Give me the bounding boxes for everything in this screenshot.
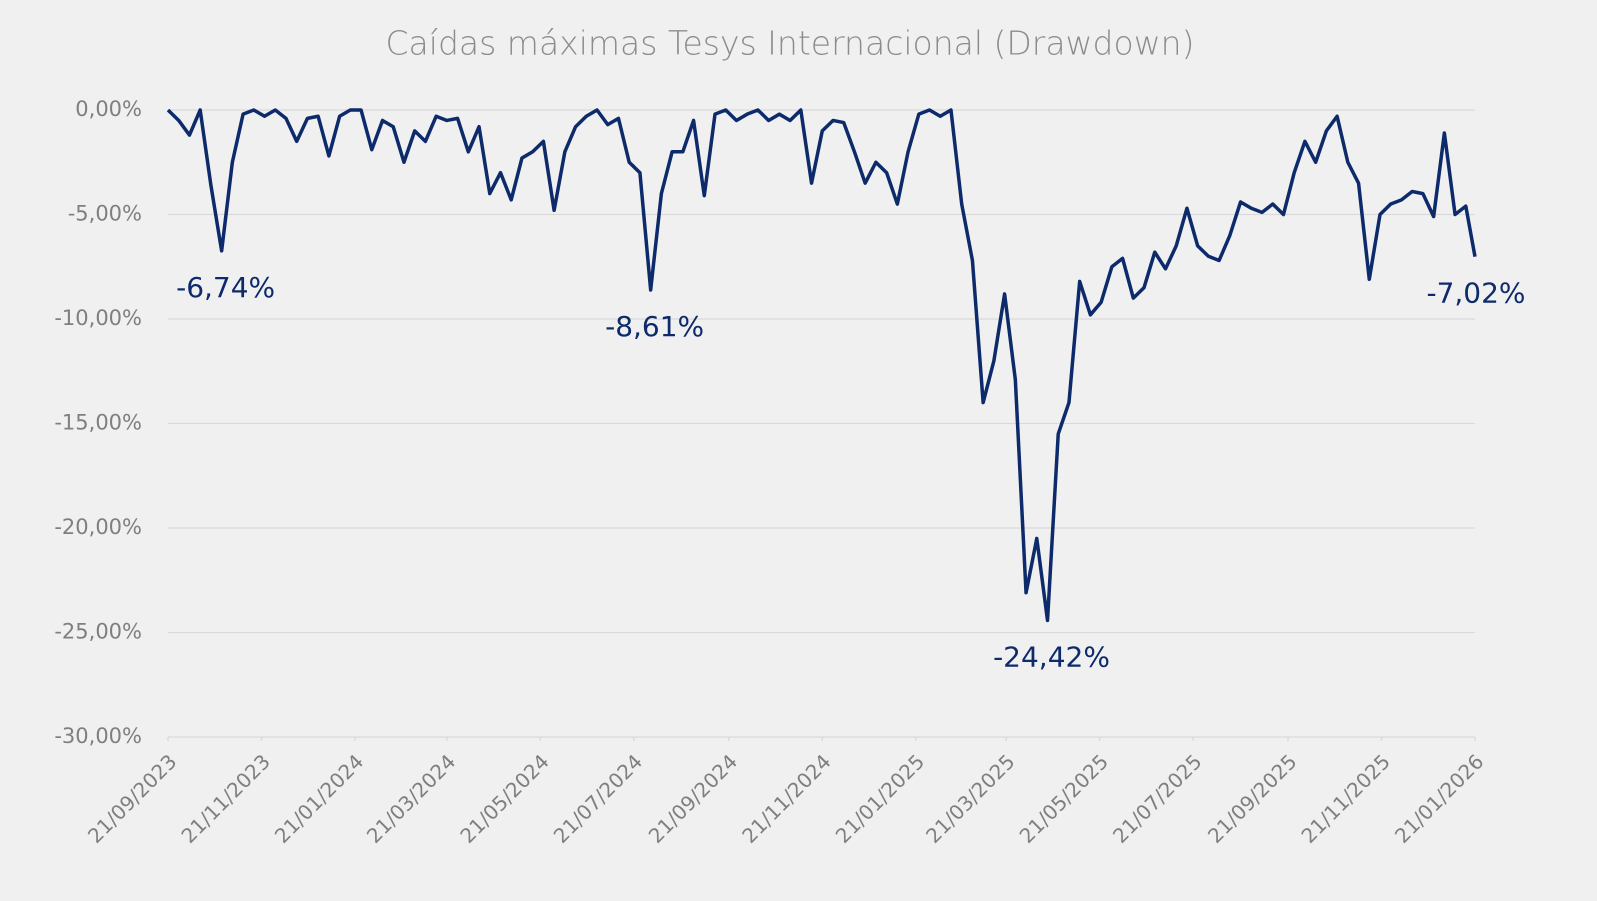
y-tick-label: -5,00%: [68, 202, 142, 226]
data-label: -24,42%: [993, 640, 1110, 673]
y-tick-label: -10,00%: [54, 306, 142, 330]
y-tick-label: -25,00%: [54, 620, 142, 644]
y-tick-label: -30,00%: [54, 724, 142, 748]
data-label: -6,74%: [176, 271, 275, 304]
y-tick-label: 0,00%: [75, 97, 142, 121]
data-label: -7,02%: [1426, 277, 1525, 310]
chart-title: Caídas máximas Tesys Internacional (Draw…: [386, 24, 1195, 63]
drawdown-line: [166, 108, 1477, 623]
data-label: -8,61%: [605, 310, 704, 343]
y-tick-label: -20,00%: [54, 515, 142, 539]
y-tick-label: -15,00%: [54, 411, 142, 435]
